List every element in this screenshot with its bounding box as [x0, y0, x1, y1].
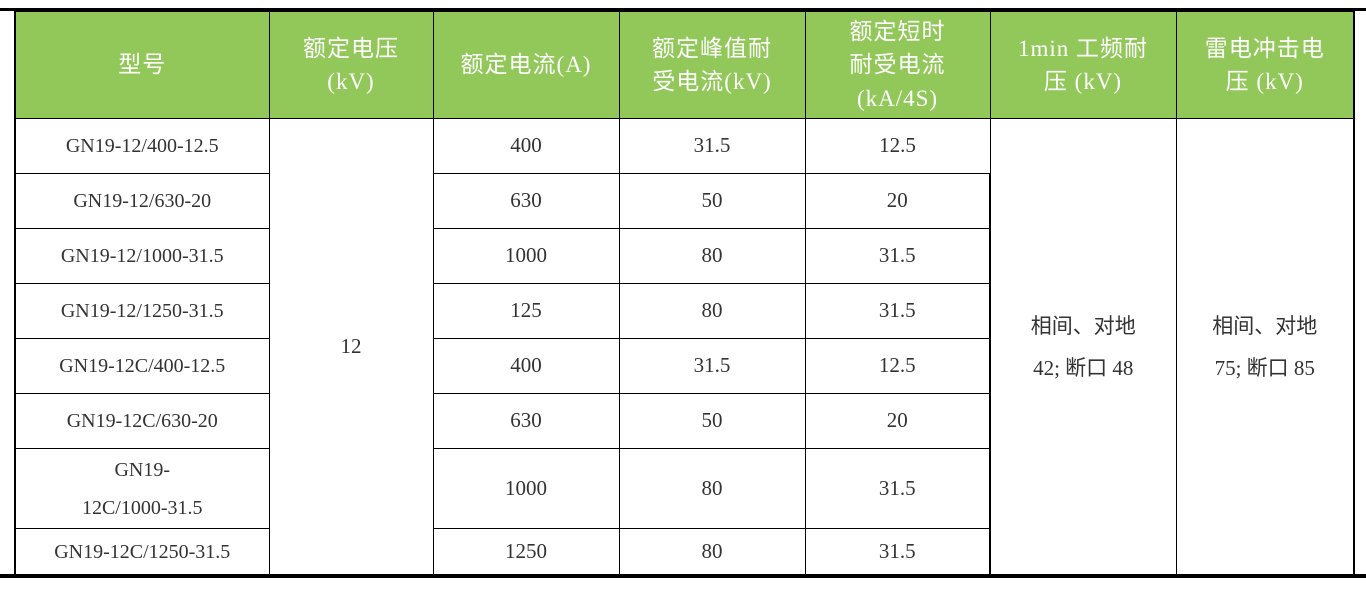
col-header-peak-withstand-current: 额定峰值耐 受电流(kV)	[618, 11, 806, 119]
cell-peak-current: 80	[618, 283, 806, 339]
cell-model: GN19-12C/1250-31.5	[14, 528, 270, 575]
col-header-short-time-withstand-current: 额定短时 耐受电流 (kA/4S)	[804, 11, 991, 119]
table-header: 型号 额定电压 (kV) 额定电流(A) 额定峰值耐 受电流(kV) 额定短时 …	[14, 11, 1355, 119]
cell-power-frequency-merged: 相间、对地 42; 断口 48	[989, 118, 1177, 575]
cell-rated-current: 1250	[432, 528, 620, 575]
spec-table: 型号 额定电压 (kV) 额定电流(A) 额定峰值耐 受电流(kV) 额定短时 …	[14, 11, 1355, 575]
cell-short-time-current: 12.5	[804, 118, 991, 174]
cell-model: GN19- 12C/1000-31.5	[14, 448, 270, 529]
cell-peak-current: 80	[618, 528, 806, 575]
cell-rated-current: 1000	[432, 448, 620, 529]
header-row: 型号 额定电压 (kV) 额定电流(A) 额定峰值耐 受电流(kV) 额定短时 …	[14, 11, 1355, 119]
col-header-model: 型号	[14, 11, 270, 119]
cell-rated-current: 400	[432, 338, 620, 394]
col-header-power-frequency-withstand-voltage: 1min 工频耐 压 (kV)	[989, 11, 1177, 119]
cell-lightning-impulse-merged: 相间、对地 75; 断口 85	[1175, 118, 1355, 575]
cell-model: GN19-12/1000-31.5	[14, 228, 270, 284]
cell-short-time-current: 20	[804, 393, 991, 449]
table-row: GN19-12/400-12.5 12 400 31.5 12.5 相间、对地 …	[14, 118, 1355, 575]
cell-peak-current: 50	[618, 393, 806, 449]
cell-short-time-current: 31.5	[804, 283, 991, 339]
cell-peak-current: 31.5	[618, 338, 806, 394]
cell-short-time-current: 12.5	[804, 338, 991, 394]
table-body: GN19-12/400-12.5 12 400 31.5 12.5 相间、对地 …	[14, 118, 1355, 575]
cell-short-time-current: 20	[804, 173, 991, 229]
cell-peak-current: 80	[618, 228, 806, 284]
cell-peak-current: 80	[618, 448, 806, 529]
cell-peak-current: 50	[618, 173, 806, 229]
cell-model: GN19-12/1250-31.5	[14, 283, 270, 339]
table-row: GN19-12/1000-31.5 1000 80 31.5	[14, 228, 1354, 284]
cell-rated-current: 400	[432, 118, 620, 174]
cell-short-time-current: 31.5	[804, 528, 991, 575]
cell-peak-current: 31.5	[618, 118, 806, 174]
cell-short-time-current: 31.5	[804, 228, 991, 284]
cell-rated-voltage-merged: 12	[268, 118, 434, 575]
table-row: GN19-12/630-20 630 50 20	[14, 173, 1354, 229]
col-header-rated-voltage: 额定电压 (kV)	[268, 11, 434, 119]
cell-rated-current: 1000	[432, 228, 620, 284]
cell-short-time-current: 31.5	[804, 448, 991, 529]
cell-rated-current: 125	[432, 283, 620, 339]
bottom-rule	[0, 574, 1366, 578]
cell-model: GN19-12C/400-12.5	[14, 338, 270, 394]
table-row: GN19-12/1250-31.5 125 80 31.5	[14, 283, 1354, 339]
table-row: GN19-12C/400-12.5 400 31.5 12.5	[14, 338, 1354, 394]
table-row: GN19-12C/630-20 630 50 20	[14, 393, 1354, 449]
cell-model: GN19-12/630-20	[14, 173, 270, 229]
cell-rated-current: 630	[432, 173, 620, 229]
top-rule	[0, 8, 1366, 11]
cell-rated-current: 630	[432, 393, 620, 449]
col-header-rated-current: 额定电流(A)	[432, 11, 620, 119]
col-header-lightning-impulse-voltage: 雷电冲击电 压 (kV)	[1175, 11, 1355, 119]
cell-model: GN19-12C/630-20	[14, 393, 270, 449]
cell-model: GN19-12/400-12.5	[14, 118, 270, 174]
